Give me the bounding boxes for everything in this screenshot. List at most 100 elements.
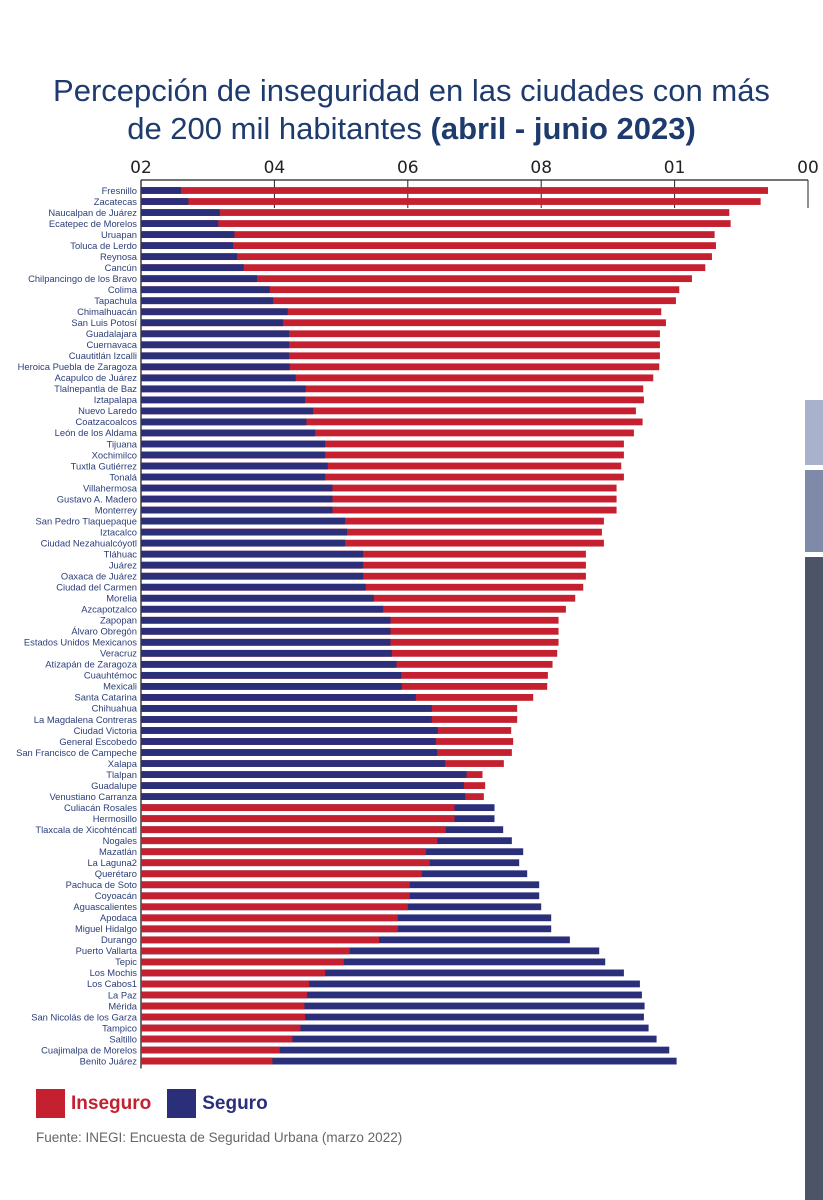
title-line2: de 200 mil habitantes xyxy=(127,111,431,146)
bar-seguro xyxy=(141,330,290,338)
bar-inseguro xyxy=(141,969,326,977)
bar-seguro xyxy=(141,528,348,536)
bar-inseguro xyxy=(141,231,715,238)
bar-inseguro xyxy=(141,363,660,371)
bar-seguro xyxy=(141,429,316,437)
bar-seguro xyxy=(141,187,182,194)
category-label: Tampico xyxy=(102,1022,137,1033)
bar-inseguro xyxy=(141,506,617,514)
bar-seguro xyxy=(141,991,642,999)
bar-inseguro xyxy=(141,991,308,999)
bar-seguro xyxy=(141,1002,645,1010)
bar-inseguro xyxy=(141,198,761,205)
x-axis: 02 04 06 08 01 00 xyxy=(130,158,819,1069)
bar-seguro xyxy=(141,484,333,492)
bar-seguro xyxy=(141,264,244,272)
category-label: Atizapán de Zaragoza xyxy=(45,659,138,670)
bar-inseguro xyxy=(141,859,430,867)
bar-seguro xyxy=(141,451,326,459)
bar-inseguro xyxy=(141,385,644,393)
category-label: Nogales xyxy=(103,835,138,846)
category-label: Puerto Vallarta xyxy=(76,945,138,956)
category-label: Aguascalientes xyxy=(73,901,137,912)
bar-seguro xyxy=(141,727,438,734)
category-label: Cancún xyxy=(105,262,137,273)
category-label: Iztapalapa xyxy=(94,394,138,405)
bar-inseguro xyxy=(141,528,602,536)
category-label: Tonalá xyxy=(109,471,137,482)
chart-area: 02 04 06 08 01 00 FresnilloZacatecasNaucalpan… xyxy=(16,158,819,1069)
category-label: Benito Juárez xyxy=(80,1055,138,1066)
legend-item-seguro: Seguro xyxy=(167,1089,268,1118)
legend-swatch-seguro xyxy=(167,1089,197,1118)
bar-inseguro xyxy=(141,473,624,481)
category-label: La Laguna2 xyxy=(87,857,137,868)
category-label: Los Cabos1 xyxy=(87,978,137,989)
bar-seguro xyxy=(141,705,432,712)
category-label: Fresnillo xyxy=(102,185,137,196)
bar-seguro xyxy=(141,308,288,316)
bar-inseguro xyxy=(141,220,731,227)
bar-inseguro xyxy=(141,870,422,878)
source-note: Fuente: INEGI: Encuesta de Seguridad Urb… xyxy=(36,1130,403,1145)
category-label: Apodaca xyxy=(100,912,138,923)
category-label: Pachuca de Soto xyxy=(66,879,137,890)
bar-seguro xyxy=(141,363,290,371)
bar-inseguro xyxy=(141,495,617,503)
bar-seguro xyxy=(141,771,467,778)
bar-inseguro xyxy=(141,429,634,437)
category-label: Xalapa xyxy=(108,758,138,769)
category-label: Venustiano Carranza xyxy=(49,791,137,802)
bar-inseguro xyxy=(141,936,380,944)
category-label: Heroica Puebla de Zaragoza xyxy=(18,361,138,372)
category-label: Colima xyxy=(108,284,138,295)
category-label: Durango xyxy=(101,934,137,945)
bar-inseguro xyxy=(141,947,350,955)
bar-seguro xyxy=(141,517,346,525)
title-date-range: (abril - junio 2023) xyxy=(430,111,696,146)
bar-inseguro xyxy=(141,253,712,261)
bar-inseguro xyxy=(141,418,643,426)
category-label: Los Mochis xyxy=(90,967,138,978)
category-label: Ciudad del Carmen xyxy=(56,582,137,593)
category-label: Acapulco de Juárez xyxy=(55,372,138,383)
category-label: Santa Catarina xyxy=(74,692,137,703)
bar-inseguro xyxy=(141,187,768,194)
category-label: Tepic xyxy=(115,956,137,967)
category-label: Naucalpan de Juárez xyxy=(48,207,137,218)
bar-inseguro xyxy=(141,330,660,338)
bar-seguro xyxy=(141,627,391,635)
bar-inseguro xyxy=(141,242,716,249)
bar-inseguro xyxy=(141,264,706,272)
bar-seguro xyxy=(141,947,600,955)
category-label: Mexicali xyxy=(103,681,137,692)
bar-inseguro xyxy=(141,1035,293,1043)
category-label: Ecatepec de Morelos xyxy=(49,218,137,229)
category-label: Cuernavaca xyxy=(86,339,137,350)
bar-inseguro xyxy=(141,914,398,922)
x-tick-label: 00 xyxy=(797,158,819,178)
category-label: San Pedro Tlaquepaque xyxy=(36,515,137,526)
bar-seguro xyxy=(141,749,438,756)
category-label: Hermosillo xyxy=(93,813,137,824)
bar-seguro xyxy=(141,341,290,349)
x-tick-label: 01 xyxy=(664,158,686,178)
bar-seguro xyxy=(141,958,606,966)
x-tick-label: 06 xyxy=(397,158,419,178)
bar-seguro xyxy=(141,374,296,382)
category-label: Nuevo Laredo xyxy=(78,405,137,416)
side-panel-mid xyxy=(805,470,823,552)
bars xyxy=(141,187,768,1065)
category-label: Coyoacán xyxy=(95,890,137,901)
chart-title: Percepción de inseguridad en las ciudade… xyxy=(0,72,823,148)
bar-seguro xyxy=(141,561,364,569)
category-label: Miguel Hidalgo xyxy=(75,923,137,934)
category-label: Iztacalco xyxy=(100,526,137,537)
bar-seguro xyxy=(141,660,397,668)
category-label: Tijuana xyxy=(107,438,138,449)
bar-inseguro xyxy=(141,1002,305,1010)
bar-inseguro xyxy=(141,881,410,889)
bar-inseguro xyxy=(141,451,624,459)
bar-seguro xyxy=(141,694,416,701)
bar-seguro xyxy=(141,649,392,657)
